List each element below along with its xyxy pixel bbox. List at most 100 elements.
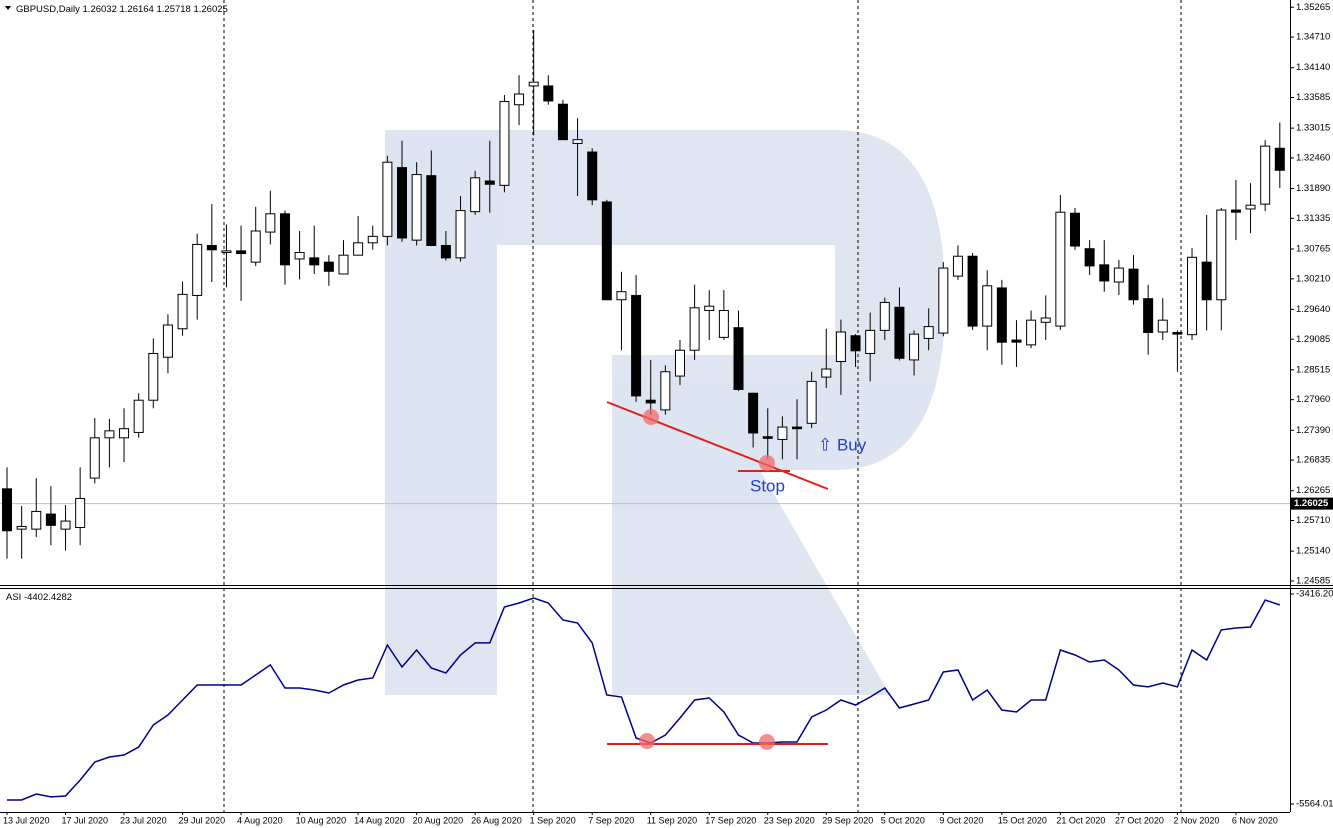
- candle-body: [1011, 339, 1022, 343]
- candle-body: [104, 430, 115, 439]
- candle-body: [1172, 332, 1183, 335]
- candle-body: [1230, 209, 1241, 213]
- candle-body: [748, 392, 759, 434]
- indicator-value: -4402.4282: [24, 592, 72, 603]
- high-value: 1.26164: [120, 4, 154, 15]
- y-tick-label: 1.25710: [1296, 515, 1330, 526]
- x-tick-label: 1 Sep 2020: [530, 815, 576, 825]
- candle-body: [967, 255, 978, 327]
- x-tick-label: 26 Aug 2020: [471, 815, 522, 825]
- y-tick-label: 1.32460: [1296, 152, 1330, 163]
- y-tick-label: -3416.204: [1296, 588, 1333, 599]
- candle-body: [718, 309, 729, 338]
- y-tick-label: 1.28515: [1296, 364, 1330, 375]
- candle-body: [601, 201, 612, 301]
- x-tick-label: 6 Nov 2020: [1232, 815, 1278, 825]
- close-value: 1.26025: [193, 4, 227, 15]
- candle-body: [733, 327, 744, 390]
- y-tick-label: 1.29640: [1296, 304, 1330, 315]
- candle-body: [455, 210, 466, 259]
- candle-body: [762, 436, 773, 439]
- candle-body: [250, 230, 261, 263]
- candle-body: [792, 426, 803, 430]
- candle-body: [16, 525, 27, 530]
- candle-body: [1216, 209, 1227, 301]
- stop-label: Stop: [750, 476, 785, 495]
- indicator-name: ASI: [6, 592, 21, 603]
- x-tick-label: 21 Oct 2020: [1056, 815, 1105, 825]
- x-tick-label: 2 Nov 2020: [1173, 815, 1219, 825]
- candle-body: [133, 399, 144, 433]
- candle-body: [514, 93, 525, 106]
- candle-body: [206, 244, 217, 251]
- candle-body: [850, 335, 861, 352]
- candle-body: [674, 349, 685, 377]
- low-dot: [643, 409, 659, 425]
- candle-body: [777, 426, 788, 440]
- menu-arrow: [5, 6, 11, 10]
- x-tick-label: 10 Aug 2020: [296, 815, 347, 825]
- candle-body: [952, 255, 963, 277]
- candle-body: [236, 250, 247, 255]
- candle-body: [148, 352, 159, 401]
- candle-body: [631, 294, 642, 397]
- candle-body: [45, 513, 56, 526]
- y-tick-label: 1.26265: [1296, 485, 1330, 496]
- x-tick-label: 17 Jul 2020: [62, 815, 109, 825]
- y-tick-label: 1.27960: [1296, 394, 1330, 405]
- candle-body: [411, 174, 422, 241]
- low-value: 1.25718: [156, 4, 190, 15]
- chart-header: GBPUSD,Daily 1.26032 1.26164 1.25718 1.2…: [16, 4, 228, 15]
- candle-body: [1055, 211, 1066, 327]
- y-tick-label: 1.34140: [1296, 62, 1330, 73]
- candle-body: [1187, 256, 1198, 336]
- candle-body: [806, 380, 817, 424]
- candle-body: [543, 85, 554, 102]
- y-tick-label: 1.24585: [1296, 575, 1330, 586]
- y-tick-label: 1.33015: [1296, 123, 1330, 134]
- candle-body: [835, 331, 846, 363]
- x-tick-label: 9 Oct 2020: [939, 815, 983, 825]
- candle-body: [645, 399, 656, 404]
- y-tick-label: 1.33585: [1296, 92, 1330, 103]
- candle-body: [89, 437, 100, 479]
- candle-body: [528, 81, 539, 87]
- candle-body: [177, 293, 188, 330]
- candle-body: [75, 498, 86, 529]
- annotations: Stop ⇧ Buy: [606, 401, 867, 750]
- candle-body: [923, 326, 934, 339]
- current-price-label: 1.26025: [1294, 498, 1329, 509]
- candle-body: [1040, 317, 1051, 323]
- x-tick-label: 4 Aug 2020: [237, 815, 283, 825]
- candle-body: [279, 213, 290, 266]
- symbol: GBPUSD,Daily: [16, 4, 80, 15]
- candle-body: [192, 243, 203, 296]
- header: GBPUSD,Daily 1.26032 1.26164 1.25718 1.2…: [5, 4, 228, 603]
- candle-body: [470, 177, 481, 213]
- candle-body: [119, 428, 130, 439]
- indicator-header: ASI -4402.4282: [6, 592, 72, 603]
- candle-body: [162, 324, 173, 358]
- x-tick-label: 11 Sep 2020: [647, 815, 697, 825]
- candle-body: [1084, 248, 1095, 267]
- candle-body: [1274, 147, 1285, 171]
- candle-body: [689, 307, 700, 351]
- candle-body: [1026, 319, 1037, 346]
- x-tick-label: 29 Sep 2020: [822, 815, 873, 825]
- candle-body: [1260, 145, 1271, 205]
- candle-body: [60, 520, 71, 530]
- x-tick-label: 13 Jul 2020: [3, 815, 50, 825]
- candle-body: [440, 244, 451, 259]
- candle-body: [397, 167, 408, 239]
- plot: [0, 30, 1290, 801]
- candle-body: [821, 368, 832, 378]
- y-tick-label: 1.26835: [1296, 455, 1330, 466]
- watermark-leg: [612, 470, 890, 695]
- candle-body: [982, 285, 993, 327]
- y-tick-label: 1.27390: [1296, 425, 1330, 436]
- y-tick-label: 1.29085: [1296, 334, 1330, 345]
- candle-body: [2, 488, 12, 532]
- candle-body: [1143, 298, 1154, 334]
